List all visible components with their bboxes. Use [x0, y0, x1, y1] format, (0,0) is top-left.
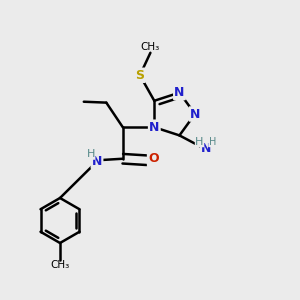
Text: H: H — [195, 137, 204, 147]
Text: CH₃: CH₃ — [50, 260, 70, 271]
Text: N: N — [149, 121, 160, 134]
Text: O: O — [148, 152, 159, 165]
Text: N: N — [201, 142, 212, 155]
Text: H: H — [209, 137, 216, 147]
Text: S: S — [135, 69, 144, 82]
Text: N: N — [174, 86, 184, 99]
Text: N: N — [190, 107, 200, 121]
Text: N: N — [92, 155, 102, 168]
Text: H: H — [86, 149, 95, 159]
Text: CH₃: CH₃ — [141, 42, 160, 52]
